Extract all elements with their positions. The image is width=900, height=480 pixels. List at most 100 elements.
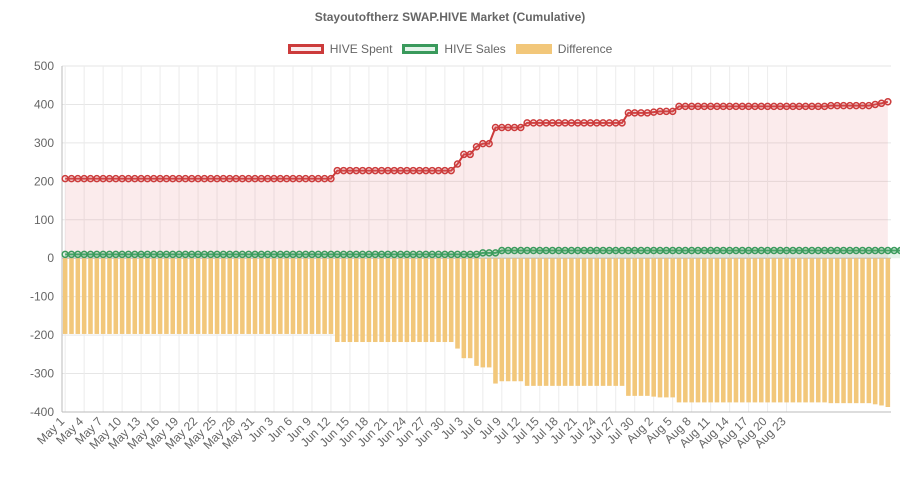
hive-spent-point[interactable] [301, 174, 310, 183]
hive-spent-point[interactable] [396, 166, 405, 175]
hive-spent-point[interactable] [428, 166, 436, 175]
hive-spent-point[interactable] [238, 174, 247, 183]
hive-spent-point[interactable] [441, 166, 449, 175]
hive-spent-point[interactable] [200, 174, 209, 183]
hive-sales-point[interactable] [314, 250, 323, 259]
hive-sales-point[interactable] [725, 246, 734, 255]
hive-spent-point[interactable] [276, 174, 285, 183]
hive-sales-point[interactable] [422, 250, 430, 259]
hive-spent-point[interactable] [333, 166, 342, 175]
hive-sales-point[interactable] [333, 250, 342, 259]
hive-sales-point[interactable] [561, 246, 569, 255]
hive-sales-point[interactable] [751, 246, 759, 255]
hive-sales-point[interactable] [662, 246, 671, 255]
hive-spent-point[interactable] [124, 174, 133, 183]
hive-sales-point[interactable] [485, 249, 493, 257]
hive-spent-point[interactable] [206, 174, 215, 183]
hive-sales-point[interactable] [782, 246, 791, 255]
hive-sales-point[interactable] [346, 250, 354, 259]
hive-spent-point[interactable] [827, 101, 835, 110]
hive-spent-point[interactable] [858, 101, 867, 110]
hive-sales-point[interactable] [618, 246, 626, 255]
hive-spent-point[interactable] [498, 123, 506, 132]
hive-sales-point[interactable] [150, 250, 158, 259]
hive-sales-point[interactable] [542, 246, 550, 255]
hive-sales-point[interactable] [770, 246, 778, 255]
hive-sales-point[interactable] [833, 246, 841, 255]
hive-spent-point[interactable] [472, 142, 481, 151]
hive-spent-point[interactable] [548, 119, 557, 127]
hive-spent-point[interactable] [371, 166, 379, 175]
hive-sales-point[interactable] [61, 250, 69, 259]
hive-sales-point[interactable] [156, 250, 164, 259]
hive-sales-point[interactable] [592, 246, 601, 255]
hive-spent-point[interactable] [219, 174, 228, 183]
hive-spent-point[interactable] [175, 174, 183, 183]
hive-spent-point[interactable] [156, 174, 164, 183]
hive-sales-point[interactable] [93, 250, 101, 259]
hive-spent-point[interactable] [232, 174, 240, 183]
hive-spent-point[interactable] [187, 174, 196, 183]
hive-sales-point[interactable] [700, 246, 709, 255]
hive-spent-point[interactable] [403, 166, 411, 175]
hive-sales-point[interactable] [118, 250, 126, 259]
hive-sales-point[interactable] [105, 250, 114, 259]
hive-sales-point[interactable] [814, 246, 822, 255]
hive-sales-point[interactable] [428, 250, 436, 259]
hive-spent-point[interactable] [567, 119, 576, 127]
hive-sales-point[interactable] [713, 246, 721, 255]
hive-spent-point[interactable] [352, 166, 361, 175]
hive-sales-point[interactable] [289, 250, 297, 259]
hive-sales-point[interactable] [877, 246, 886, 255]
hive-spent-point[interactable] [814, 102, 822, 111]
hive-spent-point[interactable] [744, 102, 753, 111]
hive-sales-point[interactable] [403, 250, 411, 259]
hive-sales-point[interactable] [434, 250, 443, 259]
hive-sales-point[interactable] [371, 250, 379, 259]
hive-sales-point[interactable] [238, 250, 247, 259]
hive-spent-point[interactable] [99, 174, 107, 183]
hive-sales-point[interactable] [80, 250, 88, 259]
hive-spent-point[interactable] [143, 174, 152, 183]
hive-sales-point[interactable] [187, 250, 196, 259]
hive-spent-point[interactable] [460, 150, 468, 159]
hive-sales-point[interactable] [763, 246, 772, 255]
hive-sales-point[interactable] [320, 250, 329, 259]
hive-spent-point[interactable] [687, 102, 696, 111]
hive-spent-point[interactable] [194, 174, 202, 183]
hive-sales-point[interactable] [225, 250, 234, 259]
hive-spent-point[interactable] [150, 174, 158, 183]
hive-spent-point[interactable] [656, 107, 664, 116]
hive-spent-point[interactable] [801, 102, 810, 111]
hive-sales-point[interactable] [194, 250, 202, 259]
hive-spent-point[interactable] [599, 119, 607, 127]
hive-spent-point[interactable] [479, 139, 487, 148]
hive-spent-point[interactable] [295, 174, 304, 183]
hive-sales-point[interactable] [377, 250, 386, 259]
hive-sales-point[interactable] [339, 250, 348, 259]
hive-spent-point[interactable] [339, 166, 348, 175]
hive-spent-point[interactable] [225, 174, 234, 183]
hive-spent-point[interactable] [61, 174, 69, 183]
hive-spent-point[interactable] [782, 102, 791, 111]
legend-item-hive-spent[interactable]: HIVE Spent [287, 42, 392, 56]
hive-spent-point[interactable] [580, 119, 588, 127]
hive-spent-point[interactable] [131, 174, 139, 183]
hive-sales-point[interactable] [327, 250, 335, 259]
hive-spent-point[interactable] [542, 119, 550, 127]
hive-sales-point[interactable] [852, 246, 860, 255]
hive-sales-point[interactable] [801, 246, 810, 255]
hive-spent-point[interactable] [662, 107, 671, 116]
hive-sales-point[interactable] [523, 246, 531, 255]
hive-sales-point[interactable] [732, 246, 740, 255]
hive-sales-point[interactable] [168, 250, 177, 259]
hive-sales-point[interactable] [67, 250, 76, 259]
hive-sales-point[interactable] [675, 246, 683, 255]
hive-spent-point[interactable] [637, 109, 645, 117]
hive-spent-point[interactable] [80, 174, 88, 183]
hive-sales-point[interactable] [232, 250, 240, 259]
hive-spent-point[interactable] [574, 119, 582, 127]
hive-sales-point[interactable] [162, 250, 171, 259]
hive-spent-point[interactable] [384, 166, 392, 175]
hive-spent-point[interactable] [713, 102, 721, 111]
